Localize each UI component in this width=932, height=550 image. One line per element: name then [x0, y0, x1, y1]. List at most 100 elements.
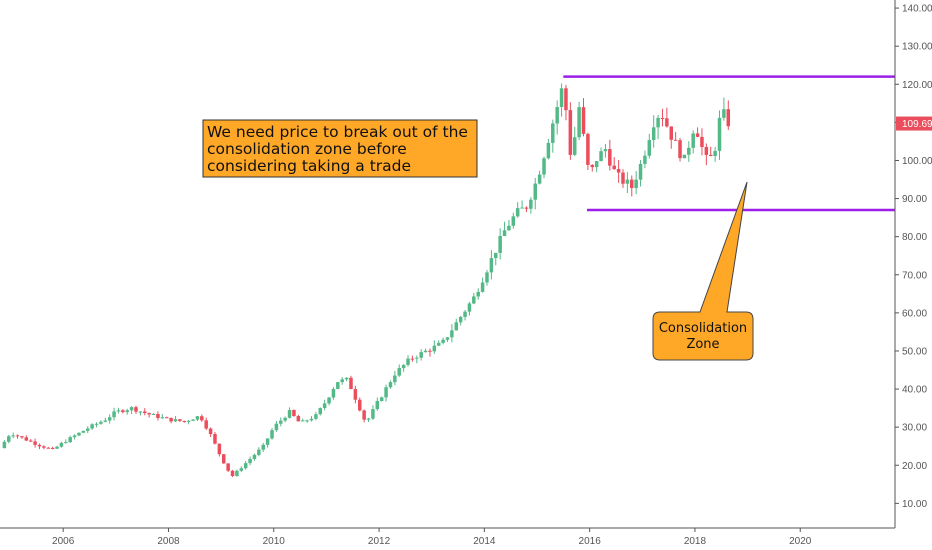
candle-body: [590, 164, 595, 168]
candle-body: [458, 316, 463, 323]
candle-body: [222, 454, 226, 464]
candle-body: [116, 410, 121, 412]
candle-body: [682, 154, 687, 159]
candle-body: [691, 133, 695, 148]
candle-body: [33, 441, 37, 445]
candle-body: [64, 442, 68, 444]
candle-body: [279, 420, 283, 424]
candle-body: [401, 364, 406, 369]
candle-body: [270, 430, 274, 439]
candle-body: [226, 463, 230, 471]
candle-body: [678, 140, 682, 159]
candle-body: [432, 345, 437, 352]
candle-body: [305, 420, 309, 422]
candle-body: [340, 379, 344, 383]
candle-body: [257, 449, 261, 455]
candle-body: [353, 389, 358, 400]
candle-body: [125, 410, 129, 413]
candle-body: [129, 407, 134, 411]
candle-body: [200, 416, 204, 421]
y-tick-label: 20.00: [902, 461, 927, 472]
candle-body: [349, 377, 353, 390]
candle-body: [630, 179, 634, 189]
candle-body: [15, 435, 20, 437]
candle-body: [204, 420, 208, 429]
y-tick-label: 100.00: [902, 156, 932, 167]
x-tick-label: 2012: [368, 536, 391, 547]
candle-body: [415, 357, 419, 359]
candle-body: [441, 339, 445, 343]
candle-body: [182, 420, 187, 422]
candle-body: [248, 459, 252, 464]
candle-body: [695, 133, 700, 137]
candle-body: [700, 136, 704, 148]
y-tick-label: 90.00: [902, 194, 927, 205]
candle-body: [336, 382, 340, 389]
candle-body: [151, 413, 156, 415]
candle-body: [647, 140, 652, 156]
note-line-3: considering taking a trade: [207, 157, 411, 175]
candle-body: [564, 88, 568, 111]
callout-bubble: [652, 181, 754, 361]
y-tick-label: 130.00: [902, 42, 932, 53]
candle-body: [533, 183, 537, 200]
candle-body: [546, 142, 551, 159]
candle-body: [476, 291, 480, 297]
candle-body: [568, 110, 573, 155]
y-tick-label: 140.00: [902, 4, 932, 15]
candle-body: [195, 416, 200, 420]
candle-body: [393, 375, 397, 383]
candle-body: [20, 436, 24, 438]
candle-body: [243, 463, 248, 469]
candle-body: [551, 123, 555, 143]
candle-body: [318, 408, 323, 415]
candle-body: [375, 400, 380, 410]
candle-body: [217, 443, 222, 455]
y-tick-label: 60.00: [902, 308, 927, 319]
candle-body: [603, 149, 608, 152]
candle-body: [46, 447, 51, 449]
candle-body: [520, 207, 524, 209]
price-scale[interactable]: 10.00 20.00 30.00 40.00 50.00 60.00 70.00 80.00…: [894, 0, 932, 550]
candle-body: [300, 420, 305, 422]
candle-body: [638, 163, 643, 180]
candle-body: [314, 414, 318, 419]
candle-body: [173, 419, 178, 422]
candle-body: [726, 109, 731, 127]
candle-body: [169, 417, 173, 422]
y-tick-label: 120.00: [902, 80, 932, 91]
candle-body: [252, 454, 257, 460]
time-scale[interactable]: 2006 2008 2010 2012 2014 2016 2018 2020: [0, 527, 895, 547]
x-tick-label: 2006: [52, 536, 75, 547]
y-tick-label: 30.00: [902, 423, 927, 434]
candle-body: [445, 337, 450, 340]
y-tick-label: 40.00: [902, 385, 927, 396]
note-box: We need price to break out of the consol…: [202, 119, 478, 178]
candle-body: [643, 155, 647, 164]
candle-body: [665, 118, 669, 127]
candle-body: [472, 296, 476, 304]
x-tick-label: 2014: [473, 536, 496, 547]
candle-body: [331, 388, 336, 398]
candle-body: [7, 436, 11, 442]
candle-body: [37, 444, 42, 447]
x-tick-label: 2010: [263, 536, 286, 547]
candle-body: [358, 399, 362, 411]
candle-body: [191, 419, 195, 421]
candle-body: [138, 411, 143, 413]
candle-body: [489, 258, 494, 273]
candle-body: [68, 437, 72, 443]
candle-body: [283, 417, 287, 421]
y-tick-label: 80.00: [902, 232, 927, 243]
candle-body: [704, 147, 709, 155]
candle-body: [42, 446, 46, 448]
candle-body: [419, 352, 423, 358]
candle-body: [511, 216, 516, 226]
candle-body: [156, 413, 160, 418]
candle-body: [524, 207, 529, 209]
candle-body: [2, 441, 7, 449]
candle-body: [103, 420, 108, 422]
candle-body: [480, 282, 485, 292]
candle-body: [11, 435, 15, 437]
